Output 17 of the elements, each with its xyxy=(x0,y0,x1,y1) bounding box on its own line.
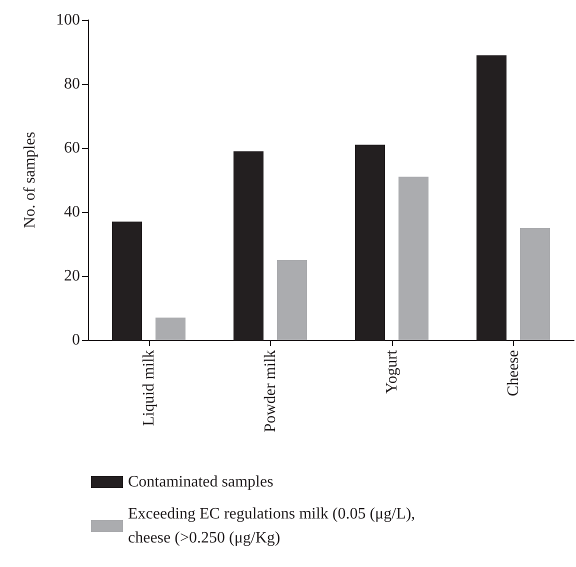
y-tick-label: 0 xyxy=(72,332,80,348)
bar xyxy=(156,318,186,340)
y-tick-label: 20 xyxy=(64,268,80,284)
x-tick-label: Cheese xyxy=(504,350,522,396)
x-tick-label: Yogurt xyxy=(383,349,400,394)
x-tick-label: Powder milk xyxy=(262,350,279,432)
y-tick-label: 80 xyxy=(64,76,80,92)
bar xyxy=(277,260,307,340)
legend-label: Exceeding EC regulations milk (0.05 (μg/L), cheese (>0.250 (μg/Kg) xyxy=(128,506,420,546)
x-tick-label: Liquid milk xyxy=(140,350,158,426)
legend-label: Contaminated samples xyxy=(128,474,274,490)
bar xyxy=(398,176,428,340)
y-tick-label: 40 xyxy=(64,204,80,220)
y-tick-label: 60 xyxy=(64,140,80,156)
y-tick-label: 100 xyxy=(56,12,80,28)
bar xyxy=(520,228,550,340)
y-axis-title: No. of samples xyxy=(22,132,38,228)
